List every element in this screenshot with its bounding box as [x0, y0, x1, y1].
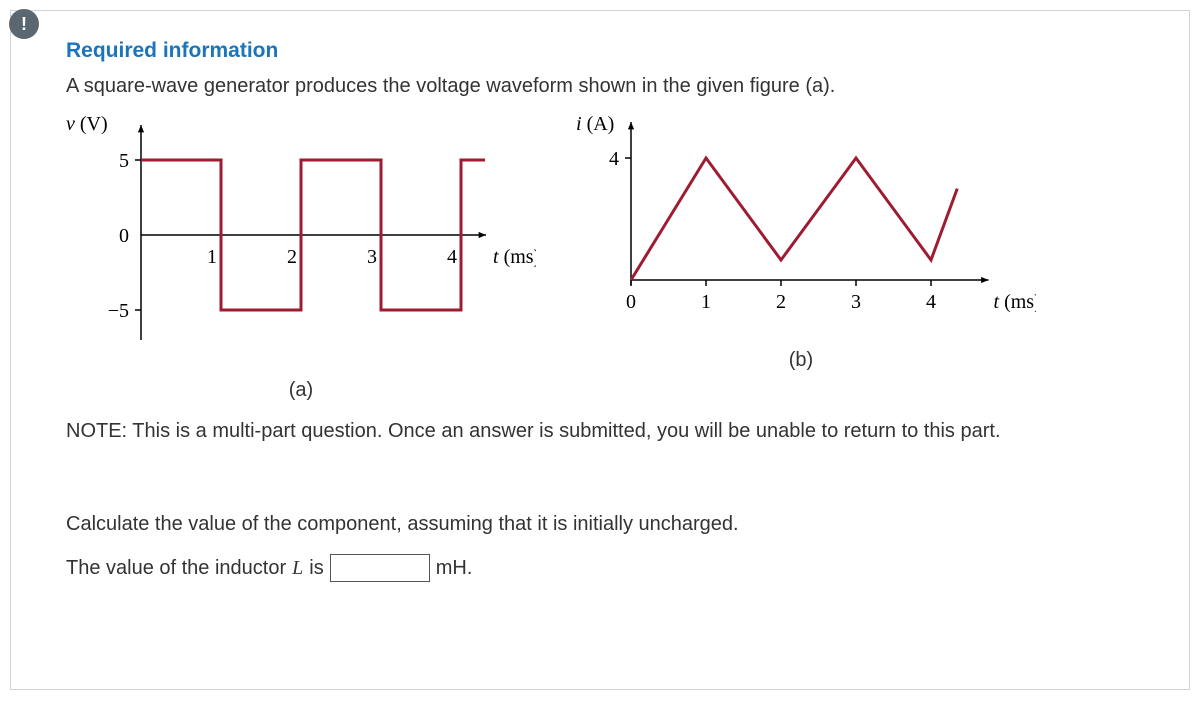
svg-text:4: 4 [447, 246, 457, 268]
question-card: ! Required information A square-wave gen… [10, 10, 1190, 690]
svg-text:−5: −5 [108, 300, 129, 322]
figure-b-caption: (b) [566, 349, 1036, 372]
svg-text:5: 5 [119, 150, 129, 172]
svg-text:0: 0 [626, 291, 636, 313]
svg-text:1: 1 [207, 246, 217, 268]
svg-text:v (V): v (V) [66, 113, 108, 135]
svg-text:t (ms): t (ms) [493, 246, 536, 268]
alert-glyph: ! [21, 14, 27, 35]
description-text: A square-wave generator produces the vol… [66, 75, 1149, 98]
svg-text:0: 0 [119, 225, 129, 247]
figure-b: i (A) 4 0 1 2 3 4 t (ms) (b) [566, 110, 1036, 402]
figure-a: v (V) 5 0 −5 1 2 3 4 t (ms) (a) [66, 110, 536, 402]
question-text: Calculate the value of the component, as… [66, 513, 1149, 536]
chart-a-svg: v (V) 5 0 −5 1 2 3 4 t (ms) [66, 110, 536, 370]
required-heading: Required information [66, 39, 1149, 63]
alert-icon: ! [9, 9, 39, 39]
chart-b-svg: i (A) 4 0 1 2 3 4 t (ms) [566, 110, 1036, 340]
svg-text:1: 1 [701, 291, 711, 313]
figure-a-caption: (a) [66, 379, 536, 402]
card-inner: Required information A square-wave gener… [11, 11, 1189, 602]
svg-text:3: 3 [367, 246, 377, 268]
note-text: NOTE: This is a multi-part question. Onc… [66, 420, 1149, 443]
svg-text:i (A): i (A) [576, 113, 614, 135]
svg-text:3: 3 [851, 291, 861, 313]
svg-text:4: 4 [926, 291, 936, 313]
answer-prefix: The value of the inductor [66, 557, 286, 580]
answer-symbol: L [292, 557, 303, 580]
answer-line: The value of the inductor L is mH. [66, 554, 1149, 582]
answer-mid: is [309, 557, 323, 580]
svg-text:t (ms): t (ms) [994, 291, 1037, 313]
figures-row: v (V) 5 0 −5 1 2 3 4 t (ms) (a) i (A) 4 0 1 2 3 4 t (ms… [66, 110, 1149, 402]
inductor-value-input[interactable] [330, 554, 430, 582]
svg-text:4: 4 [609, 148, 619, 170]
svg-text:2: 2 [776, 291, 786, 313]
svg-text:2: 2 [287, 246, 297, 268]
answer-unit: mH. [436, 557, 473, 580]
